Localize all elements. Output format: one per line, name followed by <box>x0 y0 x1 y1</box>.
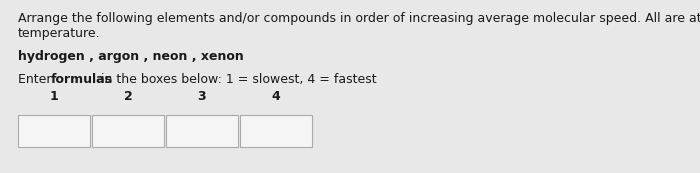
Bar <box>166 115 238 147</box>
Text: Enter: Enter <box>18 73 55 86</box>
Text: hydrogen , argon , neon , xenon: hydrogen , argon , neon , xenon <box>18 50 244 63</box>
Text: 4: 4 <box>272 90 281 103</box>
Text: 2: 2 <box>124 90 132 103</box>
Text: 1: 1 <box>50 90 58 103</box>
Bar <box>18 115 90 147</box>
Text: in the boxes below: 1 = slowest, 4 = fastest: in the boxes below: 1 = slowest, 4 = fas… <box>97 73 377 86</box>
Text: formulas: formulas <box>51 73 113 86</box>
Bar <box>92 115 164 147</box>
Text: temperature.: temperature. <box>18 27 101 40</box>
Bar <box>240 115 312 147</box>
Text: Arrange the following elements and/or compounds in order of increasing average m: Arrange the following elements and/or co… <box>18 12 700 25</box>
Text: 3: 3 <box>197 90 206 103</box>
